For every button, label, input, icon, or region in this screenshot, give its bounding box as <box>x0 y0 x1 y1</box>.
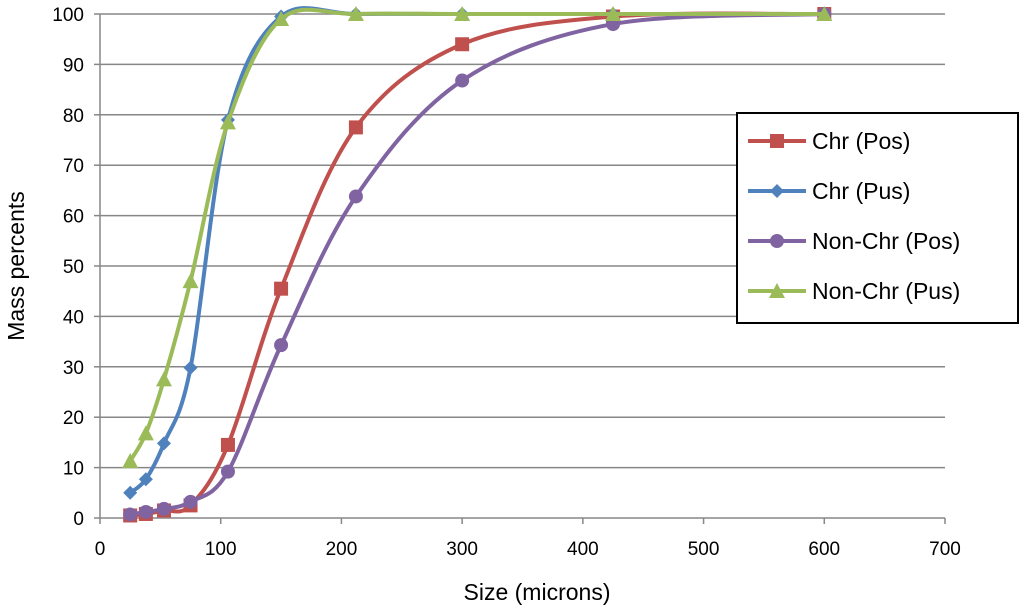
x-tick-label: 600 <box>808 539 840 560</box>
series-chr-pus <box>123 6 832 500</box>
data-point <box>816 6 833 21</box>
y-tick-label: 70 <box>63 156 84 177</box>
data-point <box>220 464 235 479</box>
y-tick-label: 80 <box>63 106 84 127</box>
data-point <box>183 360 198 375</box>
data-point <box>348 120 363 135</box>
series-line <box>128 7 825 463</box>
legend-label: Chr (Pus) <box>812 178 910 204</box>
data-point <box>122 453 139 469</box>
x-tick-label: 400 <box>567 539 599 560</box>
data-point <box>274 338 289 353</box>
data-point <box>605 6 622 21</box>
data-point <box>454 6 471 21</box>
legend-marker <box>770 134 784 148</box>
x-tick-label: 700 <box>929 539 961 560</box>
data-point <box>156 436 171 451</box>
legend-marker <box>770 184 784 198</box>
data-point <box>455 37 470 52</box>
y-tick-label: 100 <box>52 5 84 26</box>
y-tick-label: 0 <box>73 509 84 530</box>
data-point <box>347 6 364 21</box>
legend-marker <box>769 283 785 298</box>
data-point <box>183 494 198 509</box>
data-point <box>455 73 470 88</box>
legend-label: Non-Chr (Pus) <box>812 278 960 304</box>
legend-label: Non-Chr (Pos) <box>812 228 960 254</box>
y-tick-label: 50 <box>63 257 84 278</box>
series-group <box>122 6 833 523</box>
series-line <box>128 6 825 495</box>
legend: Chr (Pos) Chr (Pus) Non-Chr (Pos) Non-Chr (… <box>736 112 1019 324</box>
legend-marker <box>770 234 784 248</box>
data-point <box>138 504 153 519</box>
data-point <box>155 371 172 387</box>
axes: 0 10 20 30 40 50 60 70 80 90 100 0 100 200 300 400 500 60… <box>52 5 961 560</box>
y-tick-label: 90 <box>63 55 84 76</box>
data-point <box>274 281 289 296</box>
data-point <box>123 507 138 522</box>
y-tick-label: 10 <box>63 459 84 480</box>
data-point <box>156 501 171 516</box>
y-axis-label: Mass percents <box>3 191 29 341</box>
data-point <box>138 472 153 487</box>
data-point <box>123 485 138 500</box>
x-tick-label: 200 <box>326 539 358 560</box>
x-tick-label: 300 <box>446 539 478 560</box>
y-tick-label: 40 <box>63 307 84 328</box>
y-tick-label: 60 <box>63 207 84 228</box>
y-tick-label: 20 <box>63 408 84 429</box>
y-tick-label: 30 <box>63 358 84 379</box>
x-axis-label: Size (microns) <box>464 579 611 605</box>
data-point <box>348 189 363 204</box>
data-point <box>137 425 154 441</box>
data-point <box>182 273 199 289</box>
x-tick-label: 500 <box>688 539 720 560</box>
series-non-chr-pus <box>122 6 833 469</box>
data-point <box>220 437 235 452</box>
series-chr-pos <box>123 7 832 523</box>
data-point <box>273 11 290 27</box>
data-point <box>219 114 236 130</box>
legend-label: Chr (Pos) <box>812 128 910 154</box>
x-tick-label: 100 <box>205 539 237 560</box>
x-tick-label: 0 <box>95 539 106 560</box>
